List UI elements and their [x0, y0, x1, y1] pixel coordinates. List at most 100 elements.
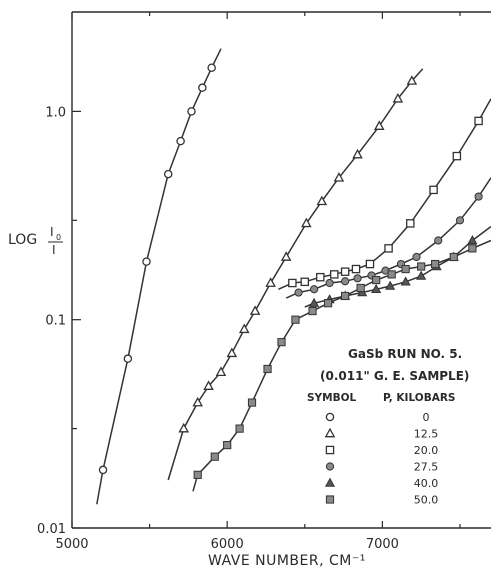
series-markers	[98, 63, 483, 479]
data-point-50.0	[263, 364, 272, 374]
series-line-50.0	[192, 239, 491, 492]
data-point-20.0	[452, 151, 462, 161]
data-point-50.0	[449, 252, 458, 262]
data-point-20.0	[351, 264, 361, 274]
data-point-12.5	[203, 380, 214, 390]
data-point-40.0	[385, 280, 396, 290]
data-point-50.0	[417, 262, 426, 271]
data-point-12.5	[192, 396, 204, 407]
data-point-0	[198, 83, 207, 92]
data-point-50.0	[247, 398, 257, 407]
y-axis-label-numerator-subscript: 0	[56, 233, 61, 242]
legend: GaSb RUN NO. 5. (0.011" G. E. SAMPLE) SY…	[307, 347, 469, 507]
data-point-50.0	[323, 299, 333, 308]
data-point-20.0	[429, 185, 438, 195]
data-point-12.5	[352, 148, 363, 159]
data-point-27.5	[434, 236, 443, 245]
y-axis-label-log: LOG	[8, 232, 37, 248]
legend-label: 27.5	[414, 461, 439, 474]
data-point-27.5	[412, 252, 421, 262]
legend-label: 12.5	[414, 428, 439, 441]
legend-symbol-20.0	[325, 445, 335, 455]
x-tick-label: 7000	[366, 537, 399, 552]
data-point-0	[123, 354, 133, 363]
data-point-20.0	[474, 116, 483, 126]
data-point-0	[176, 136, 185, 146]
legend-symbol-50.0	[325, 495, 335, 504]
data-point-12.5	[280, 251, 292, 261]
data-point-27.5	[309, 285, 319, 294]
data-point-40.0	[467, 235, 478, 245]
data-point-50.0	[210, 452, 219, 461]
data-point-20.0	[300, 277, 310, 287]
axes	[71, 11, 491, 529]
data-point-20.0	[288, 278, 297, 288]
data-point-50.0	[308, 306, 317, 316]
data-point-0	[163, 169, 173, 179]
data-point-50.0	[235, 424, 244, 433]
data-point-27.5	[455, 216, 465, 225]
data-point-12.5	[226, 347, 238, 358]
data-point-27.5	[325, 278, 334, 288]
data-point-12.5	[178, 422, 190, 433]
y-axis-label-denominator: I	[52, 243, 56, 257]
data-point-20.0	[365, 259, 375, 269]
y-axis-label-numerator: I	[50, 225, 54, 239]
legend-header-symbol: SYMBOL	[307, 392, 357, 404]
data-point-0	[207, 63, 216, 72]
y-tick-label: 0.01	[37, 522, 66, 537]
x-axis-label: WAVE NUMBER, CM⁻¹	[208, 553, 366, 569]
legend-label: 40.0	[414, 477, 439, 490]
data-point-50.0	[291, 315, 300, 324]
data-point-0	[98, 465, 108, 475]
legend-rows: 0 12.5 20.0 27.5 40.0 50.0	[324, 411, 439, 507]
data-point-50.0	[341, 291, 350, 301]
legend-symbol-12.5	[324, 427, 336, 438]
legend-header-pressure: P, KILOBARS	[383, 392, 455, 404]
data-point-50.0	[401, 264, 410, 274]
data-point-20.0	[406, 219, 415, 228]
data-point-40.0	[309, 297, 320, 307]
data-point-12.5	[316, 195, 328, 206]
data-point-12.5	[392, 92, 404, 103]
data-point-40.0	[416, 270, 427, 280]
data-point-12.5	[265, 277, 276, 287]
legend-label: 0	[423, 411, 430, 424]
data-point-27.5	[474, 192, 483, 201]
data-point-12.5	[406, 75, 418, 85]
legend-symbol-27.5	[325, 462, 335, 471]
data-point-50.0	[372, 275, 381, 285]
data-point-27.5	[294, 288, 303, 297]
data-point-12.5	[215, 366, 227, 376]
legend-title-line1: GaSb RUN NO. 5.	[348, 347, 462, 361]
data-point-50.0	[431, 259, 440, 269]
data-point-27.5	[341, 277, 350, 286]
data-point-50.0	[193, 470, 202, 479]
legend-title-line2: (0.011" G. E. SAMPLE)	[320, 369, 469, 383]
data-point-50.0	[356, 283, 365, 293]
data-point-20.0	[330, 270, 339, 279]
ticks: 5000 6000 7000 0.01 0.1 1.0	[37, 12, 461, 552]
data-point-12.5	[249, 305, 261, 315]
data-point-12.5	[333, 172, 345, 182]
legend-label: 50.0	[414, 494, 439, 507]
data-point-12.5	[238, 323, 250, 334]
data-point-40.0	[371, 283, 382, 293]
legend-symbol-0	[325, 412, 335, 422]
data-point-50.0	[468, 244, 477, 253]
axis-labels: LOG I 0 I WAVE NUMBER, CM⁻¹	[8, 225, 366, 569]
legend-label: 20.0	[414, 444, 439, 457]
data-point-20.0	[316, 272, 325, 282]
data-point-20.0	[384, 244, 393, 253]
x-tick-label: 6000	[211, 537, 244, 552]
data-point-40.0	[400, 276, 411, 286]
data-point-50.0	[277, 338, 286, 347]
series-line-0	[96, 48, 222, 505]
data-point-50.0	[223, 441, 232, 450]
legend-symbol-40.0	[324, 477, 336, 487]
series-line-20.0	[278, 98, 491, 290]
y-tick-label: 1.0	[45, 105, 66, 120]
data-point-0	[142, 257, 151, 266]
data-point-27.5	[353, 274, 362, 283]
